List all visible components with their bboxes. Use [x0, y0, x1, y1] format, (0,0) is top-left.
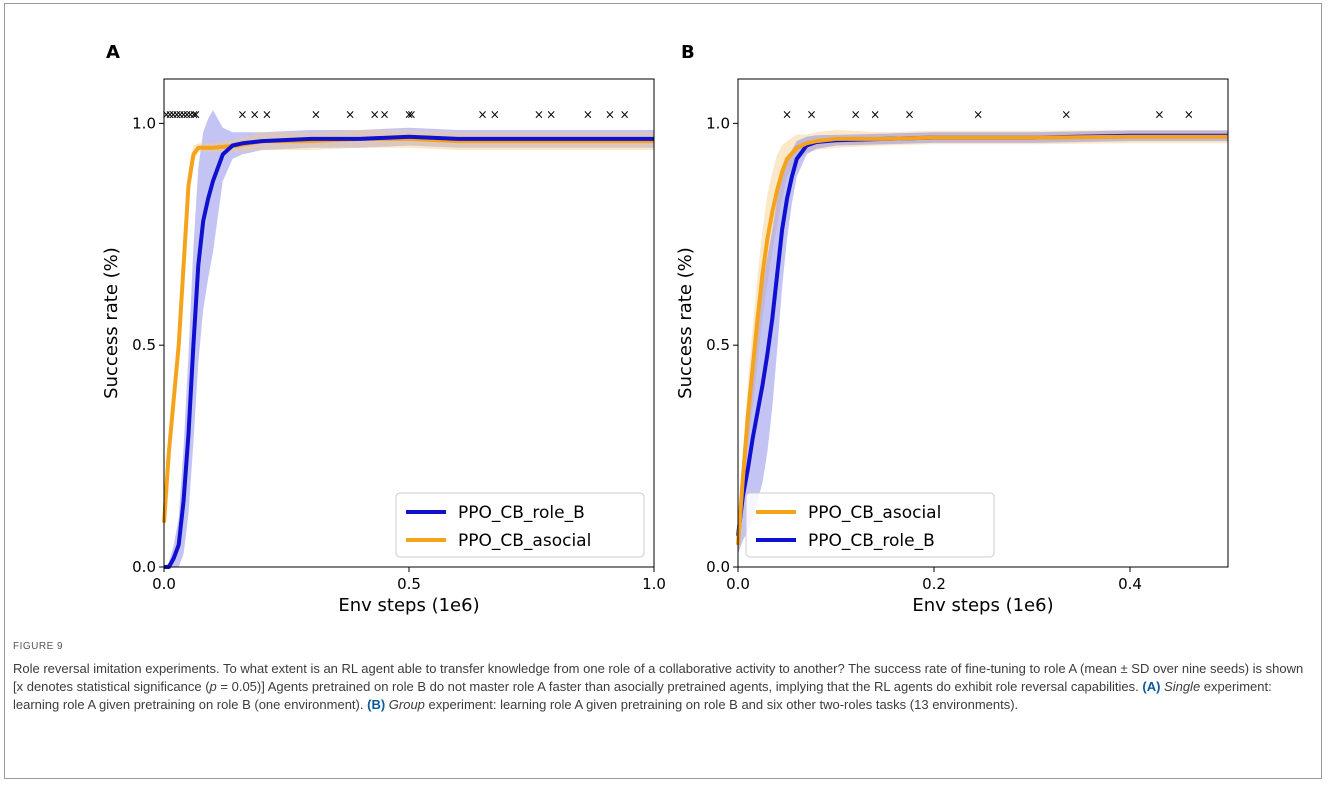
- significance-mark: ×: [406, 107, 416, 121]
- series-line-PPO_CB_role_B: [164, 134, 654, 569]
- figure-label: FIGURE 9: [13, 641, 64, 652]
- legend-box: [745, 492, 995, 558]
- chart-panel-a: A×××××××××× × × × × × × × ×× × × × × × × ×0.0 0.5 1.00.00…: [101, 42, 666, 616]
- significance-mark: ×: [870, 107, 880, 121]
- significance-mark: ×: [161, 107, 171, 121]
- x-tick-label: 0.2: [922, 575, 946, 593]
- x-axis-label: Env steps (1e6): [338, 595, 479, 616]
- y-tick-label: 1.0: [132, 114, 156, 132]
- panel-letter: A: [106, 42, 120, 63]
- y-tick-label: 1.0: [706, 114, 730, 132]
- figure-caption: Role reversal imitation experiments. To …: [13, 660, 1308, 714]
- significance-mark: ×: [973, 107, 983, 121]
- significance-mark: ×: [620, 107, 630, 121]
- significance-mark: ×: [182, 107, 192, 121]
- y-axis-label: Success rate (%): [675, 247, 696, 399]
- x-tick-label: 0.0: [726, 575, 750, 593]
- significance-mark: ×: [237, 107, 247, 121]
- significance-mark: ×: [851, 107, 861, 121]
- significance-mark: ×: [370, 107, 380, 121]
- x-tick-label: 0.5: [397, 575, 421, 593]
- legend-label: PPO_CB_role_B: [808, 531, 935, 551]
- legend-box: [395, 492, 645, 558]
- significance-mark: ×: [404, 107, 414, 121]
- caption-segment: experiment: learning role A given pretra…: [13, 679, 1272, 712]
- caption-segment: Single: [1164, 679, 1201, 694]
- significance-mark: ×: [1184, 107, 1194, 121]
- sd-band-PPO_CB_asocial: [164, 130, 654, 536]
- x-tick-label: 0.4: [1118, 575, 1142, 593]
- legend: PPO_CB_asocial PPO_CB_role_B: [745, 492, 995, 558]
- significance-mark: ×: [1154, 107, 1164, 121]
- caption-segment: p: [209, 679, 217, 694]
- legend-label: PPO_CB_asocial: [808, 503, 941, 523]
- figure-frame: [4, 3, 1322, 779]
- significance-mark: ×: [583, 107, 593, 121]
- caption-segment: Group: [388, 697, 425, 712]
- significance-mark: ×: [191, 107, 201, 121]
- significance-mark: ×: [185, 107, 195, 121]
- legend-label: PPO_CB_role_B: [458, 503, 585, 523]
- y-tick-label: 0.5: [706, 336, 730, 354]
- figure-charts: A×××××××××× × × × × × × × ×× × × × × × × ×0.0 0.5 1.00.00…: [101, 42, 1229, 616]
- significance-mark: ×: [546, 107, 556, 121]
- chart-panel-b: B × × × × × × × × × 0.0 0.2 0.4 0.0 0.5 1.0 Env steps (1…: [675, 42, 1229, 616]
- sd-band-PPO_CB_role_B: [738, 130, 1228, 554]
- sd-band-PPO_CB_asocial: [738, 130, 1228, 559]
- legend: PPO_CB_role_B PPO_CB_asocial: [395, 492, 645, 558]
- significance-mark: ×: [311, 107, 321, 121]
- significance-mark: ×: [172, 107, 182, 121]
- x-tick-label: 1.0: [642, 575, 666, 593]
- sd-band-PPO_CB_role_B: [164, 110, 654, 567]
- significance-mark: ×: [189, 107, 199, 121]
- significance-mark: ×: [175, 107, 185, 121]
- caption-segment: experiment: learning role A given pretra…: [424, 697, 1019, 712]
- caption-segment: (B): [367, 697, 386, 712]
- legend-label: PPO_CB_asocial: [458, 531, 591, 551]
- significance-mark: ×: [168, 107, 178, 121]
- series-line-PPO_CB_asocial: [736, 134, 1228, 545]
- caption-segment: = 0.05)] Agents pretrained on role B do …: [216, 679, 1143, 694]
- caption-segment: (A): [1142, 679, 1161, 694]
- significance-mark: ×: [904, 107, 914, 121]
- significance-mark: ×: [262, 107, 272, 121]
- panel-letter: B: [681, 42, 695, 63]
- y-tick-label: 0.0: [132, 558, 156, 576]
- significance-mark: ×: [379, 107, 389, 121]
- significance-mark: ×: [250, 107, 260, 121]
- y-tick-label: 0.5: [132, 336, 156, 354]
- significance-mark: ×: [534, 107, 544, 121]
- significance-mark: ×: [345, 107, 355, 121]
- x-tick-label: 0.0: [152, 575, 176, 593]
- significance-mark: ×: [490, 107, 500, 121]
- significance-mark: ×: [165, 107, 175, 121]
- y-axis-label: Success rate (%): [101, 247, 122, 399]
- significance-mark: ×: [1061, 107, 1071, 121]
- plot-frame: [737, 78, 1229, 568]
- significance-mark: ×: [477, 107, 487, 121]
- significance-mark: ×: [806, 107, 816, 121]
- y-tick-label: 0.0: [706, 558, 730, 576]
- caption-segment: Role reversal imitation experiments. To …: [13, 661, 1304, 694]
- series-line-PPO_CB_role_B: [736, 133, 1228, 537]
- significance-mark: ×: [605, 107, 615, 121]
- significance-mark: ×: [179, 107, 189, 121]
- x-axis-label: Env steps (1e6): [912, 595, 1053, 616]
- series-line-PPO_CB_asocial: [162, 136, 654, 523]
- significance-mark: ×: [782, 107, 792, 121]
